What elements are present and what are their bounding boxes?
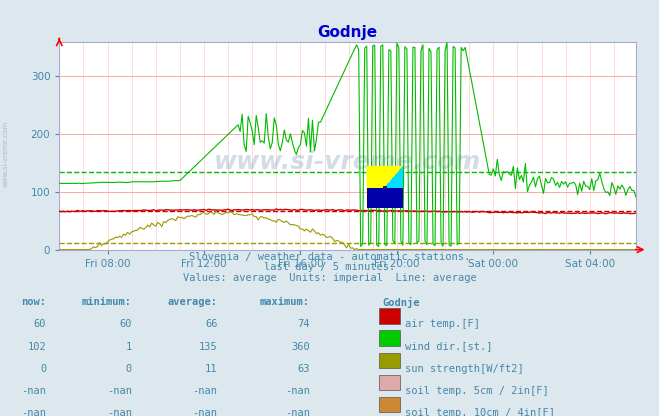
Text: 11: 11 [205,364,217,374]
Text: 63: 63 [297,364,310,374]
Polygon shape [366,166,403,208]
Text: soil temp. 5cm / 2in[F]: soil temp. 5cm / 2in[F] [405,386,549,396]
Text: -nan: -nan [285,408,310,416]
Text: Godnje: Godnje [382,297,420,309]
Text: -nan: -nan [21,386,46,396]
Text: sun strength[W/ft2]: sun strength[W/ft2] [405,364,524,374]
Bar [383,186,387,189]
Text: minimum:: minimum: [82,297,132,307]
Text: 0: 0 [40,364,46,374]
Text: 135: 135 [199,342,217,352]
Text: -nan: -nan [107,408,132,416]
Text: 360: 360 [291,342,310,352]
Text: 60: 60 [119,319,132,329]
Text: 1: 1 [126,342,132,352]
Text: 102: 102 [28,342,46,352]
Text: Slovenia / weather data - automatic stations.: Slovenia / weather data - automatic stat… [189,252,470,262]
Text: 60: 60 [34,319,46,329]
Polygon shape [366,188,403,208]
Text: average:: average: [167,297,217,307]
Title: Godnje: Godnje [318,25,378,40]
Text: 0: 0 [126,364,132,374]
Text: -nan: -nan [192,386,217,396]
Text: maximum:: maximum: [260,297,310,307]
Text: www.si-vreme.com: www.si-vreme.com [2,121,9,187]
Text: -nan: -nan [107,386,132,396]
Text: wind dir.[st.]: wind dir.[st.] [405,342,493,352]
Text: soil temp. 10cm / 4in[F]: soil temp. 10cm / 4in[F] [405,408,556,416]
Text: 66: 66 [205,319,217,329]
Text: last day / 5 minutes.: last day / 5 minutes. [264,262,395,272]
Text: air temp.[F]: air temp.[F] [405,319,480,329]
Text: now:: now: [21,297,46,307]
Text: Values: average  Units: imperial  Line: average: Values: average Units: imperial Line: av… [183,273,476,283]
Text: -nan: -nan [285,386,310,396]
Text: -nan: -nan [21,408,46,416]
Text: 74: 74 [297,319,310,329]
Polygon shape [366,166,403,208]
Text: -nan: -nan [192,408,217,416]
Text: www.si-vreme.com: www.si-vreme.com [214,150,481,174]
